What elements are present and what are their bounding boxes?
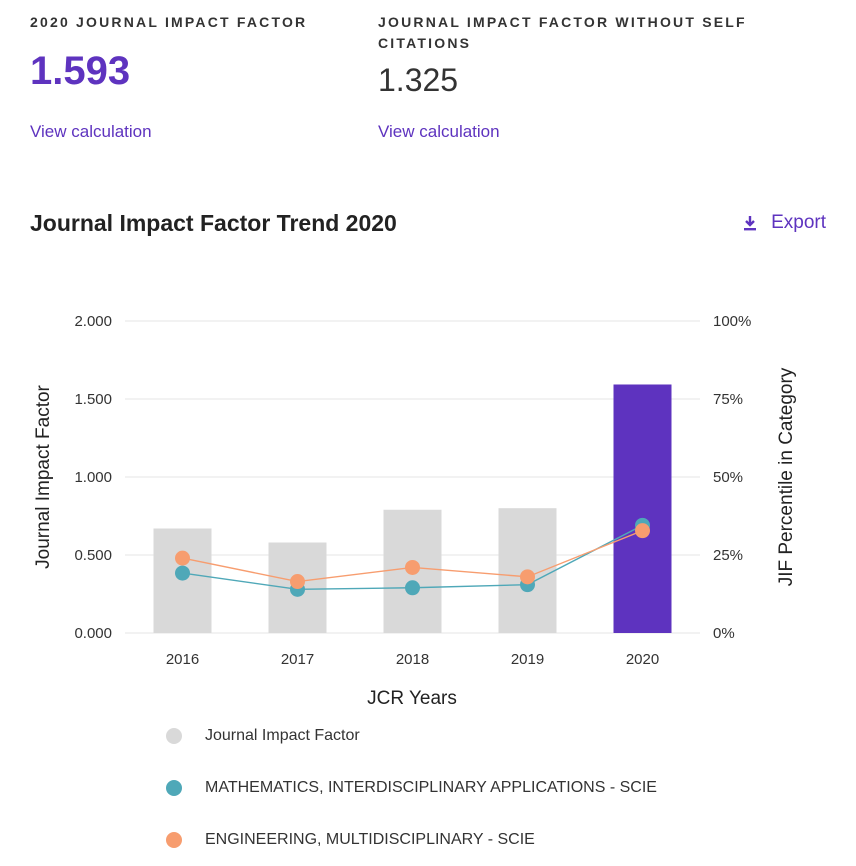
y-tick-label: 1.000: [74, 469, 112, 486]
y2-tick-label: 75%: [713, 391, 743, 408]
y-tick-label: 2.000: [74, 313, 112, 330]
bar-2016: [153, 528, 212, 633]
jif-no-self-metric: JOURNAL IMPACT FACTOR WITHOUT SELF CITAT…: [378, 12, 747, 100]
jif-label: 2020 JOURNAL IMPACT FACTOR: [30, 14, 308, 30]
legend-marker: [166, 780, 182, 796]
y2-tick-label: 25%: [713, 547, 743, 564]
y-tick-label: 1.500: [74, 391, 112, 408]
jif-no-self-view-calculation-link[interactable]: View calculation: [378, 122, 500, 141]
legend-marker: [166, 832, 182, 848]
x-tick-label: 2020: [626, 651, 659, 668]
engineering-point-2017: [290, 574, 305, 590]
x-tick-label: 2017: [281, 651, 314, 668]
y2-tick-label: 100%: [713, 313, 751, 330]
engineering-point-2016: [175, 550, 190, 566]
section-title: Journal Impact Factor Trend 2020: [30, 210, 397, 236]
x-tick-label: 2016: [166, 651, 199, 668]
y2-axis-label: JIF Percentile in Category: [776, 367, 797, 586]
export-button[interactable]: Export: [743, 212, 826, 234]
engineering-point-2019: [520, 569, 535, 585]
bar-2020: [613, 384, 672, 633]
mathematics-point-2018: [405, 580, 420, 596]
legend-item-journal-impact-factor[interactable]: Journal Impact Factor: [166, 727, 360, 745]
jif-metric: 2020 JOURNAL IMPACT FACTOR 1.593: [30, 12, 307, 91]
jif-no-self-value: 1.325: [378, 62, 459, 98]
jif-view-calculation-link[interactable]: View calculation: [30, 122, 152, 141]
y-tick-label: 0.500: [74, 547, 112, 564]
y-axis-label: Journal Impact Factor: [33, 384, 54, 568]
legend-label: ENGINEERING, MULTIDISCIPLINARY - SCIE: [205, 831, 535, 848]
x-tick-label: 2019: [511, 651, 544, 668]
x-axis-label: JCR Years: [367, 688, 457, 709]
y2-tick-label: 0%: [713, 625, 735, 642]
download-icon: [743, 215, 757, 231]
legend-label: Journal Impact Factor: [205, 727, 360, 744]
impact-factor-chart: 0.000 0% 0.500 25% 1.000 50% 1.500 75% 2.000 100%…: [33, 313, 797, 709]
engineering-point-2018: [405, 559, 420, 575]
y-tick-label: 0.000: [74, 625, 112, 642]
legend-item-engineering[interactable]: ENGINEERING, MULTIDISCIPLINARY - SCIE: [166, 831, 535, 849]
x-tick-label: 2018: [396, 651, 429, 668]
export-label: Export: [771, 212, 826, 233]
engineering-point-2020: [635, 523, 650, 539]
legend-item-mathematics[interactable]: MATHEMATICS, INTERDISCIPLINARY APPLICATI…: [166, 779, 657, 797]
jif-value: 1.593: [30, 49, 131, 93]
jif-no-self-label-line2: CITATIONS: [378, 35, 472, 51]
jif-no-self-label-line1: JOURNAL IMPACT FACTOR WITHOUT SELF: [378, 14, 747, 30]
legend-marker: [166, 728, 182, 744]
legend-label: MATHEMATICS, INTERDISCIPLINARY APPLICATI…: [205, 779, 657, 796]
mathematics-point-2016: [175, 565, 190, 581]
y2-tick-label: 50%: [713, 469, 743, 486]
